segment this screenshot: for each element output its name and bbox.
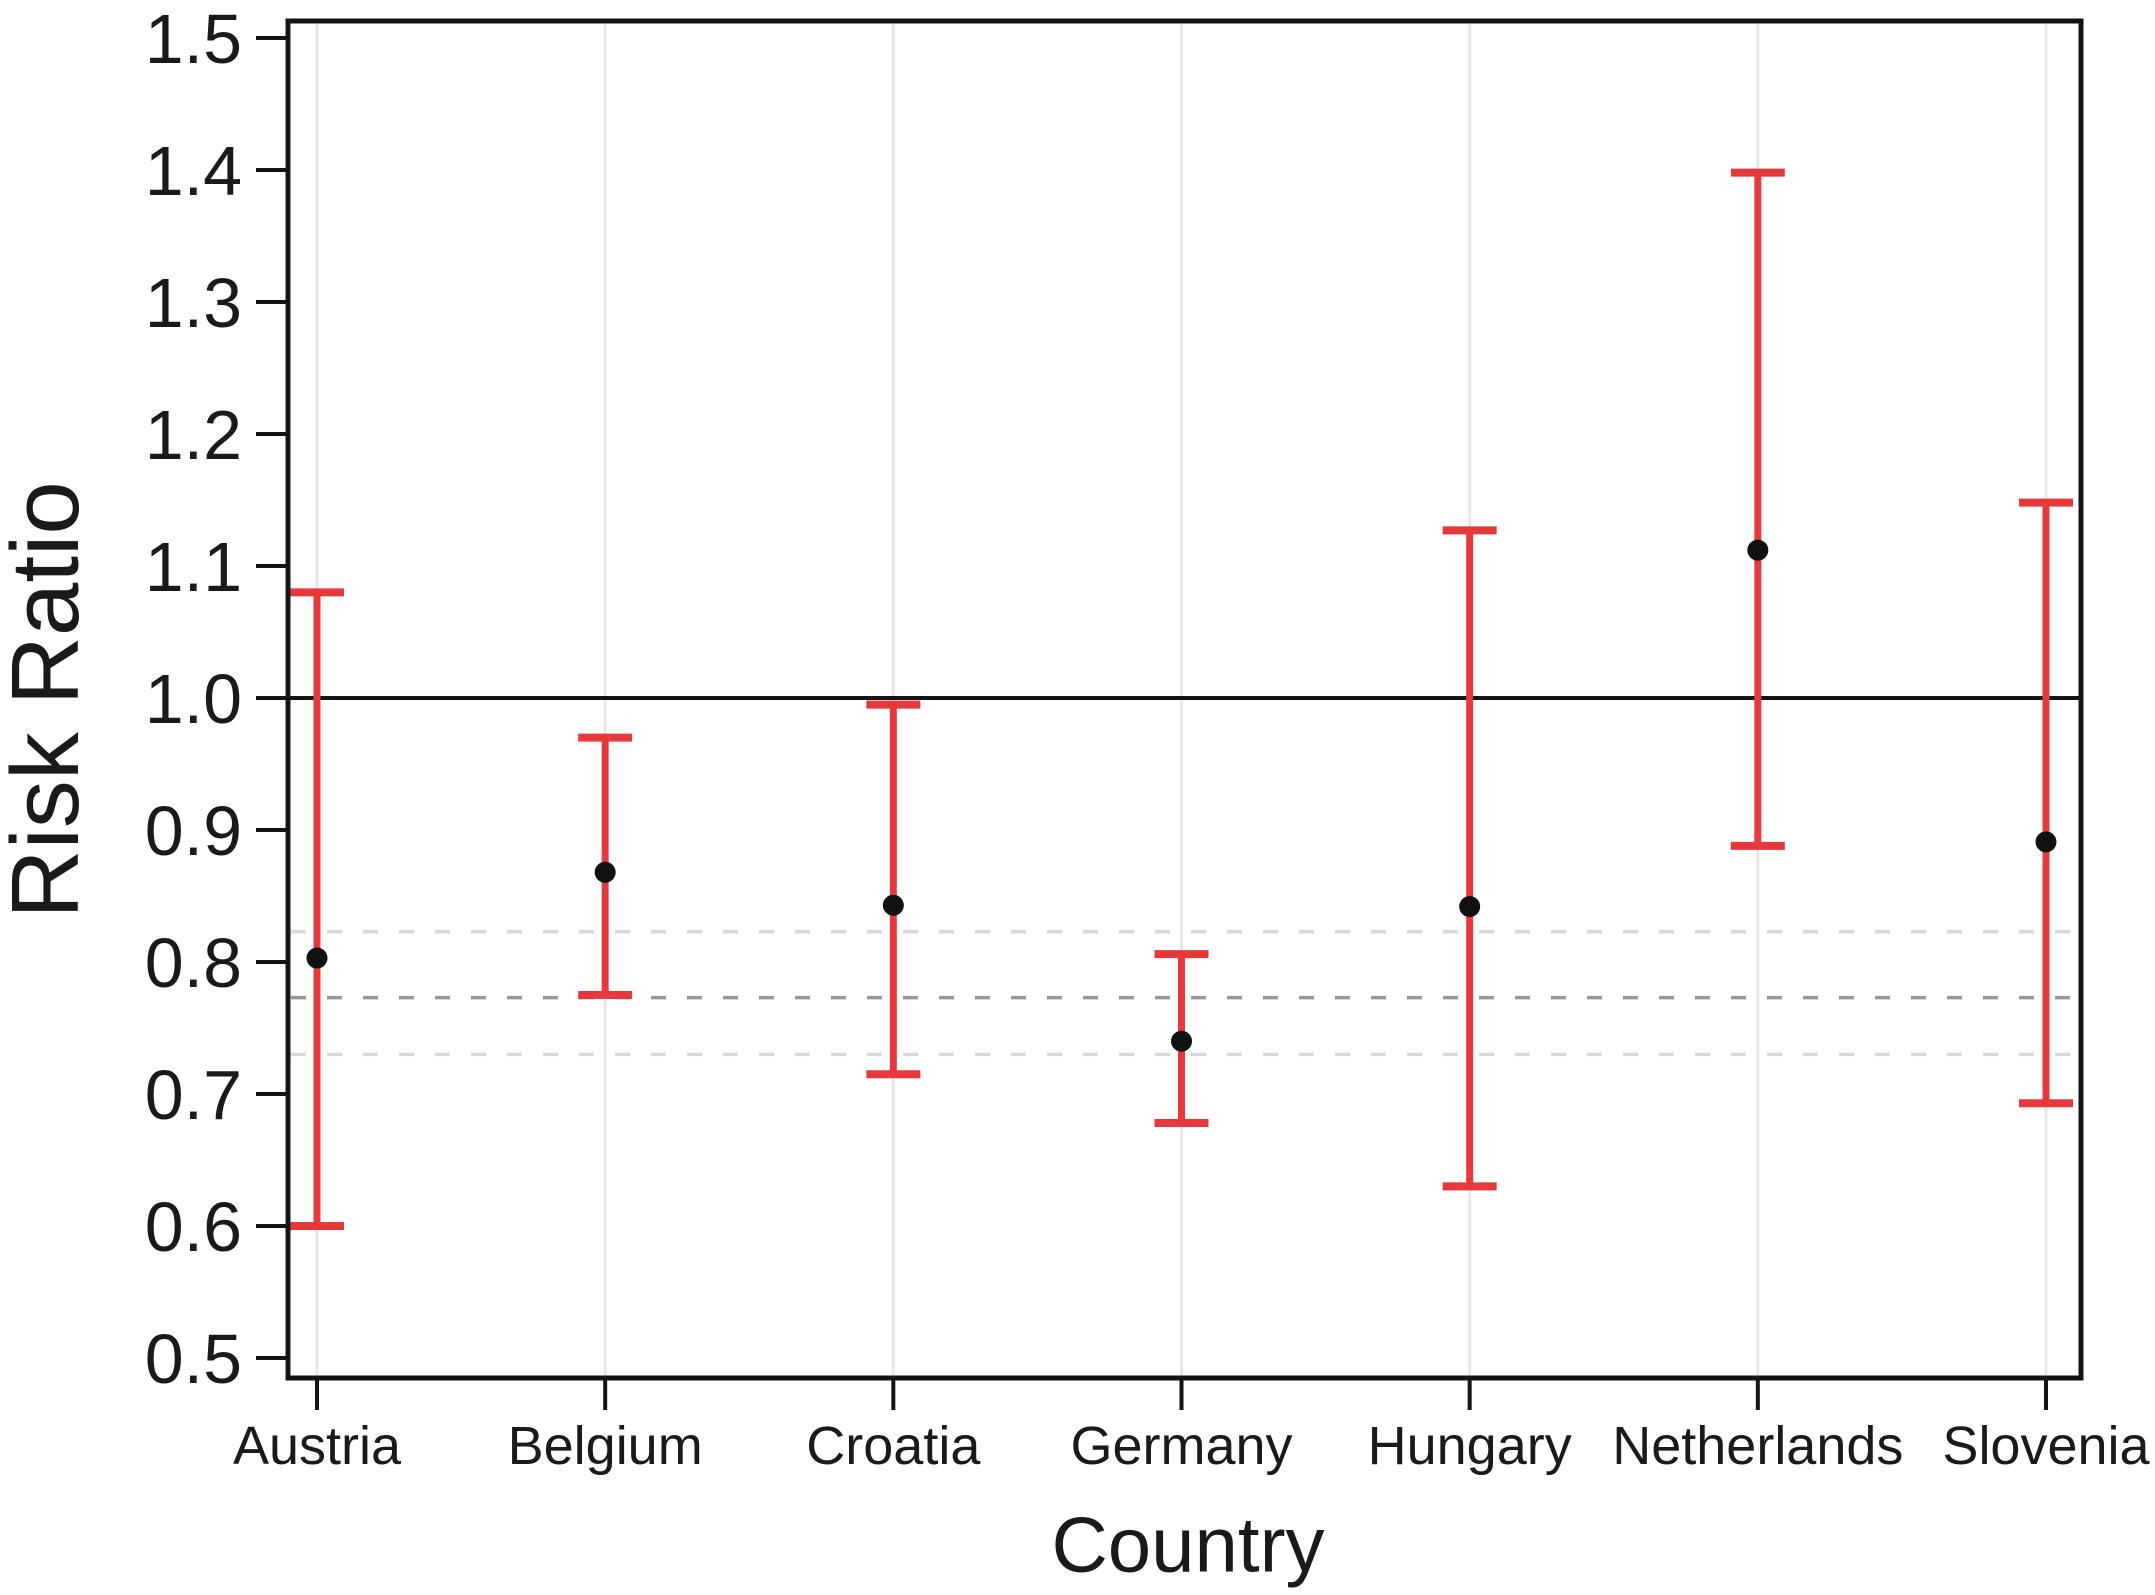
y-axis-title: Risk Ratio — [0, 481, 99, 919]
point-estimate-marker — [882, 894, 904, 916]
y-tick-label: 0.5 — [145, 1320, 242, 1398]
y-tick-label: 1.4 — [145, 132, 242, 210]
y-tick-label: 1.1 — [145, 528, 242, 606]
x-tick-label: Hungary — [1368, 1416, 1572, 1476]
x-tick-label: Netherlands — [1612, 1416, 1903, 1476]
x-tick-label: Austria — [233, 1416, 402, 1476]
y-tick-label: 1.3 — [145, 264, 242, 342]
y-tick-label: 0.6 — [145, 1188, 242, 1266]
point-estimate-marker — [1459, 896, 1481, 918]
point-estimate-marker — [2035, 831, 2057, 853]
x-tick-label: Croatia — [806, 1416, 981, 1476]
point-estimate-marker — [1171, 1030, 1192, 1052]
point-estimate-marker — [1747, 539, 1769, 561]
point-estimate-marker — [594, 861, 616, 883]
y-tick-label: 0.8 — [145, 924, 242, 1002]
y-tick-label: 0.9 — [145, 792, 242, 870]
y-tick-label: 1.2 — [145, 396, 242, 474]
x-tick-label: Belgium — [508, 1416, 703, 1476]
x-axis-title: Country — [1051, 1500, 1325, 1589]
y-tick-label: 1.0 — [145, 660, 242, 738]
y-tick-label: 0.7 — [145, 1056, 242, 1134]
y-tick-label: 1.5 — [145, 0, 242, 78]
point-estimate-marker — [306, 947, 328, 969]
x-tick-label: Germany — [1070, 1416, 1292, 1476]
x-tick-label: Slovenia — [1942, 1416, 2150, 1476]
